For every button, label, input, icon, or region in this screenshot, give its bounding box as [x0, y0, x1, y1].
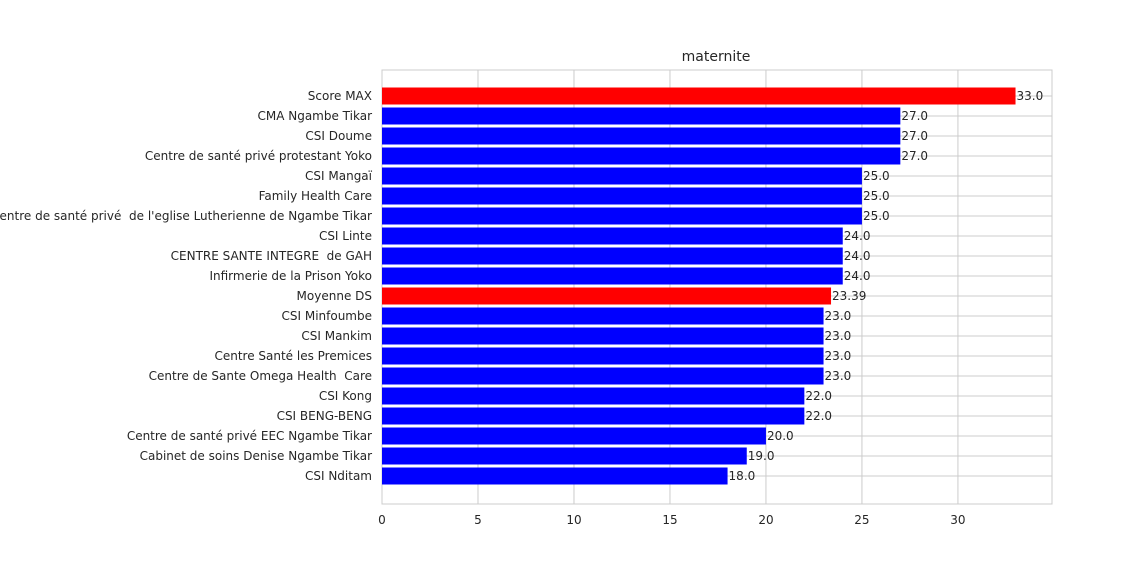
category-label: Centre de santé privé de l'eglise Luther…	[0, 209, 372, 223]
bar	[382, 327, 824, 345]
category-label: Family Health Care	[259, 189, 372, 203]
plot-frame	[381, 69, 1053, 505]
category-label: Centre de santé privé protestant Yoko	[145, 149, 372, 163]
bar	[382, 467, 728, 485]
value-label: 24.0	[844, 229, 871, 243]
bar	[382, 267, 843, 285]
bar	[382, 127, 901, 145]
value-label: 23.39	[832, 289, 866, 303]
x-tick-labels: 0 5 10 15 20 25 30	[378, 513, 965, 527]
bar	[382, 187, 862, 205]
value-labels: 33.0 27.0 27.0 27.0 25.0 25.0 25.0 24.0 24.0 24.0…	[729, 89, 1044, 483]
x-tick-label: 25	[854, 513, 869, 527]
value-label: 25.0	[863, 209, 890, 223]
bar	[382, 307, 824, 325]
value-label: 20.0	[767, 429, 794, 443]
x-tick-label: 20	[758, 513, 773, 527]
x-tick-label: 0	[378, 513, 386, 527]
bar	[382, 207, 862, 225]
value-label: 22.0	[805, 389, 832, 403]
bar	[382, 287, 832, 305]
value-label: 23.0	[825, 309, 852, 323]
value-label: 22.0	[805, 409, 832, 423]
bar	[382, 387, 805, 405]
bar	[382, 247, 843, 265]
bar	[382, 147, 901, 165]
category-label: CSI Minfoumbe	[281, 309, 372, 323]
bar	[382, 167, 862, 185]
value-label: 25.0	[863, 189, 890, 203]
category-label: CSI Doume	[305, 129, 372, 143]
x-tick-label: 10	[566, 513, 581, 527]
bar	[382, 107, 901, 125]
value-label: 27.0	[901, 109, 928, 123]
category-label: CSI Kong	[319, 389, 372, 403]
bar	[382, 427, 766, 445]
category-label: CSI Linte	[319, 229, 372, 243]
value-label: 23.0	[825, 329, 852, 343]
bar	[382, 447, 747, 465]
value-label: 23.0	[825, 349, 852, 363]
bar	[382, 227, 843, 245]
category-labels: Score MAX CMA Ngambe Tikar CSI Doume Centre…	[0, 89, 373, 483]
category-label: CSI BENG-BENG	[277, 409, 372, 423]
category-label: Centre Santé les Premices	[214, 349, 372, 363]
category-label: Score MAX	[308, 89, 372, 103]
x-tick-label: 5	[474, 513, 482, 527]
bar	[382, 347, 824, 365]
value-label: 24.0	[844, 249, 871, 263]
value-label: 18.0	[729, 469, 756, 483]
category-label: Centre de Sante Omega Health Care	[149, 369, 372, 383]
category-label: CENTRE SANTE INTEGRE de GAH	[171, 249, 372, 263]
value-label: 27.0	[901, 149, 928, 163]
category-label: Cabinet de soins Denise Ngambe Tikar	[140, 449, 372, 463]
x-tick-label: 30	[950, 513, 965, 527]
category-label: CSI Nditam	[305, 469, 372, 483]
bar	[382, 407, 805, 425]
value-label: 24.0	[844, 269, 871, 283]
category-label: CSI Mankim	[301, 329, 372, 343]
value-label: 27.0	[901, 129, 928, 143]
bar	[382, 367, 824, 385]
chart-title: maternite	[682, 49, 751, 65]
value-label: 23.0	[825, 369, 852, 383]
bars	[382, 87, 1016, 485]
category-label: Moyenne DS	[297, 289, 372, 303]
value-label: 25.0	[863, 169, 890, 183]
category-label: Infirmerie de la Prison Yoko	[209, 269, 372, 283]
category-label: CMA Ngambe Tikar	[257, 109, 372, 123]
category-label: Centre de santé privé EEC Ngambe Tikar	[127, 429, 372, 443]
bar	[382, 87, 1016, 105]
value-label: 19.0	[748, 449, 775, 463]
x-tick-label: 15	[662, 513, 677, 527]
value-label: 33.0	[1017, 89, 1044, 103]
category-label: CSI Mangaï	[305, 169, 373, 183]
